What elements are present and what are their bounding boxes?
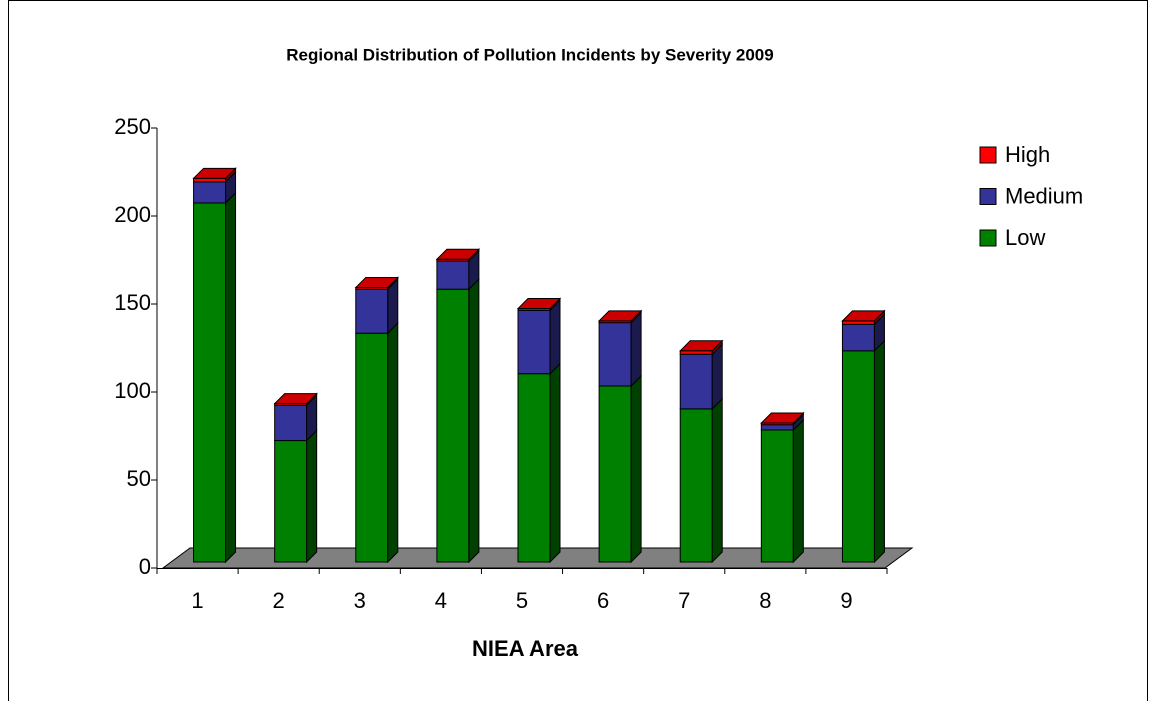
bar-segment (760, 424, 794, 431)
y-tick-label: 0 (139, 554, 151, 579)
y-tick-label: 150 (114, 290, 151, 315)
bar-side (387, 321, 399, 564)
x-tick-label: 6 (597, 588, 609, 613)
bar-side (630, 311, 642, 388)
y-tick-label: 250 (114, 114, 151, 139)
bar-top (192, 167, 237, 179)
bar-top (841, 310, 886, 322)
x-tick-label: 8 (759, 588, 771, 613)
bar-segment (679, 350, 713, 355)
bar-segment (841, 323, 875, 352)
bar-top (760, 412, 805, 424)
bar-top (354, 276, 399, 288)
chart-title: Regional Distribution of Pollution Incid… (286, 45, 773, 64)
x-tick-label: 3 (354, 588, 366, 613)
legend-label: Low (1005, 225, 1045, 250)
bar-side (549, 299, 561, 375)
bar-side (225, 191, 237, 564)
bar-segment (598, 385, 632, 563)
x-tick-label: 4 (435, 588, 447, 613)
bar-segment (355, 288, 389, 334)
bar-side (792, 418, 804, 564)
x-tick-label: 7 (678, 588, 690, 613)
bar-side (711, 343, 723, 411)
bar-top (516, 298, 562, 310)
legend-swatch (979, 188, 997, 205)
x-tick-label: 9 (840, 588, 852, 613)
bar-top (679, 340, 724, 352)
x-tick-label: 2 (273, 588, 285, 613)
bar-side (306, 429, 318, 564)
bar-segment (274, 404, 308, 442)
legend-label: Medium (1005, 183, 1083, 208)
bar-segment (760, 429, 794, 563)
bar-segment (517, 373, 551, 563)
legend-swatch (979, 146, 997, 164)
y-tick-label: 200 (114, 202, 151, 227)
legend-label: High (1005, 142, 1050, 167)
bar-segment (436, 260, 470, 290)
bar-top (273, 393, 318, 405)
bar-top (435, 248, 481, 260)
legend-swatch (979, 229, 997, 247)
x-tick-label: 5 (516, 588, 528, 613)
bar-segment (193, 177, 227, 183)
bar-segment (517, 309, 551, 375)
bar-segment (598, 322, 632, 387)
x-tick-label: 1 (191, 588, 203, 613)
bar-segment (274, 440, 308, 563)
bar-side (630, 374, 642, 564)
chart-border (8, 0, 1148, 701)
bar-side (711, 397, 723, 564)
bar-segment (841, 350, 875, 563)
x-axis-title: NIEA Area (472, 636, 579, 661)
bar-segment (193, 181, 227, 204)
bar-segment (436, 288, 470, 563)
y-tick-label: 50 (127, 466, 151, 491)
bar-segment (679, 353, 713, 410)
bar-side (549, 362, 561, 564)
bar-side (468, 277, 480, 564)
bar-segment (355, 332, 389, 563)
bar-segment (679, 408, 713, 563)
bar-segment (193, 202, 227, 563)
bar-segment (841, 320, 875, 325)
bar-top (597, 310, 643, 322)
y-tick-label: 100 (114, 378, 151, 403)
bar-side (873, 339, 885, 564)
